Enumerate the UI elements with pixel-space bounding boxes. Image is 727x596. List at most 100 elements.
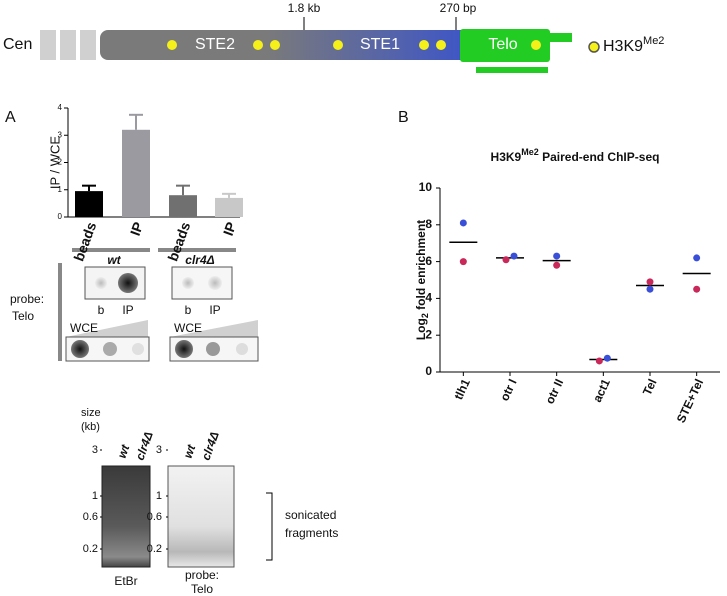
diagram: Cen 1.8 kb 270 bp STE2 STE1 Telo H3K9Me2 — [3, 1, 664, 73]
lane-label: clr4Δ — [199, 430, 222, 462]
point — [459, 219, 467, 227]
cen-block — [60, 30, 76, 60]
y-label-text: fold enrichment — [414, 220, 428, 313]
y-tick-label: 3 — [58, 130, 63, 139]
title-text: Paired-end ChIP-seq — [539, 150, 660, 164]
point — [693, 285, 701, 293]
point — [553, 252, 561, 260]
y-tick-label: 2 — [58, 158, 63, 167]
point — [646, 285, 654, 293]
chart-title: H3K9Me2 Paired-end ChIP-seq — [491, 147, 660, 164]
dot-label: b — [98, 303, 105, 317]
point — [502, 256, 510, 264]
marks — [167, 40, 541, 50]
x-tick-label: otr I — [497, 377, 519, 403]
size-tick-label: 0.2 — [147, 543, 162, 555]
panel-label: B — [398, 109, 409, 126]
wce-label: WCE — [174, 321, 202, 335]
panel-label: A — [5, 109, 16, 126]
legend-dot — [588, 41, 600, 53]
bar — [122, 129, 150, 217]
h3k9-dot — [333, 40, 343, 50]
mark-label: 270 bp — [440, 1, 477, 15]
h3k9-dot — [436, 40, 446, 50]
wce-wedge — [66, 320, 148, 337]
strain-bar — [72, 248, 150, 252]
x-tick-label: otr II — [543, 377, 567, 406]
size-tick-label: 1 — [156, 490, 162, 502]
legend-label: H3K9Me2 — [603, 35, 664, 55]
telo-block — [460, 29, 550, 62]
y-tick-label: 1 — [58, 185, 63, 194]
probe-bar — [58, 263, 62, 361]
lane-label: wt — [115, 442, 133, 460]
dot-label: IP — [209, 303, 220, 317]
probe-label: probe: — [10, 292, 44, 306]
chromosome — [100, 30, 470, 60]
y-tick-label: 4 — [425, 291, 432, 305]
point — [595, 357, 603, 365]
region-label: STE1 — [360, 36, 400, 53]
y-axis-label: IP / WCE — [47, 136, 62, 190]
blot-dot — [71, 340, 89, 358]
point — [510, 252, 518, 260]
x-tick-label: IP — [127, 220, 147, 238]
point — [693, 254, 701, 262]
bracket-label: sonicated — [285, 508, 336, 522]
point — [459, 258, 467, 266]
size-label: size — [81, 407, 101, 419]
y-tick-label: 6 — [425, 254, 432, 268]
strain-label: clr4Δ — [185, 253, 214, 267]
x-tick-label: Tel — [640, 377, 660, 398]
y-label-sub: 2 — [420, 313, 430, 318]
probe-label: Telo — [191, 582, 213, 596]
point — [603, 354, 611, 362]
size-label: (kb) — [81, 421, 100, 433]
title-sup: Me2 — [521, 147, 539, 157]
probe-label: Telo — [12, 309, 34, 323]
y-tick-label: 8 — [425, 217, 432, 231]
lane-label: clr4Δ — [133, 430, 156, 462]
probe-label: probe: — [185, 568, 219, 582]
h3k9-dot — [419, 40, 429, 50]
h3k9-dot — [253, 40, 263, 50]
blot-dot — [132, 343, 144, 355]
telo-tab — [548, 33, 572, 42]
gel-probe — [167, 465, 235, 568]
y-tick-label: 0 — [425, 364, 432, 378]
size-ticks: 3 3 1 1 0.6 0.6 0.2 0.2 — [83, 444, 168, 555]
size-tick-label: 1 — [92, 490, 98, 502]
region-label: Telo — [488, 36, 517, 53]
x-tick-label: IP — [220, 220, 240, 238]
bracket-label: fragments — [285, 526, 338, 540]
y-tick-label: 2 — [425, 327, 432, 341]
wce-label: WCE — [70, 321, 98, 335]
bar — [75, 191, 103, 217]
h3k9-dot — [167, 40, 177, 50]
size-tick-label: 3 — [92, 444, 98, 456]
y-tick-label: 10 — [419, 180, 433, 194]
blots: wt clr4Δ probe: Telo b IP b IP WCE WCE w… — [10, 248, 338, 596]
strain-label: wt — [107, 253, 121, 267]
mark-label: 1.8 kb — [288, 1, 321, 15]
cen-block — [80, 30, 96, 60]
h3k9-dot — [270, 40, 280, 50]
x-tick-label: tlh1 — [451, 376, 473, 402]
x-tick-label: STE+Tel — [674, 377, 706, 425]
cen-label: Cen — [3, 36, 32, 53]
blot-dot — [208, 276, 222, 290]
title-text: H3K9 — [491, 150, 522, 164]
size-tick-label: 0.2 — [83, 543, 98, 555]
dot-label: IP — [122, 303, 133, 317]
blot-dot — [236, 343, 248, 355]
size-tick-label: 0.6 — [83, 511, 98, 523]
gel-etbr — [101, 465, 151, 568]
bracket — [266, 492, 273, 561]
y-label-text: Log — [414, 318, 428, 340]
blot-dot — [95, 277, 107, 289]
blot-dot — [103, 342, 117, 356]
region-label: STE2 — [195, 36, 235, 53]
telo-probe — [476, 67, 548, 73]
blot-dot — [175, 340, 193, 358]
